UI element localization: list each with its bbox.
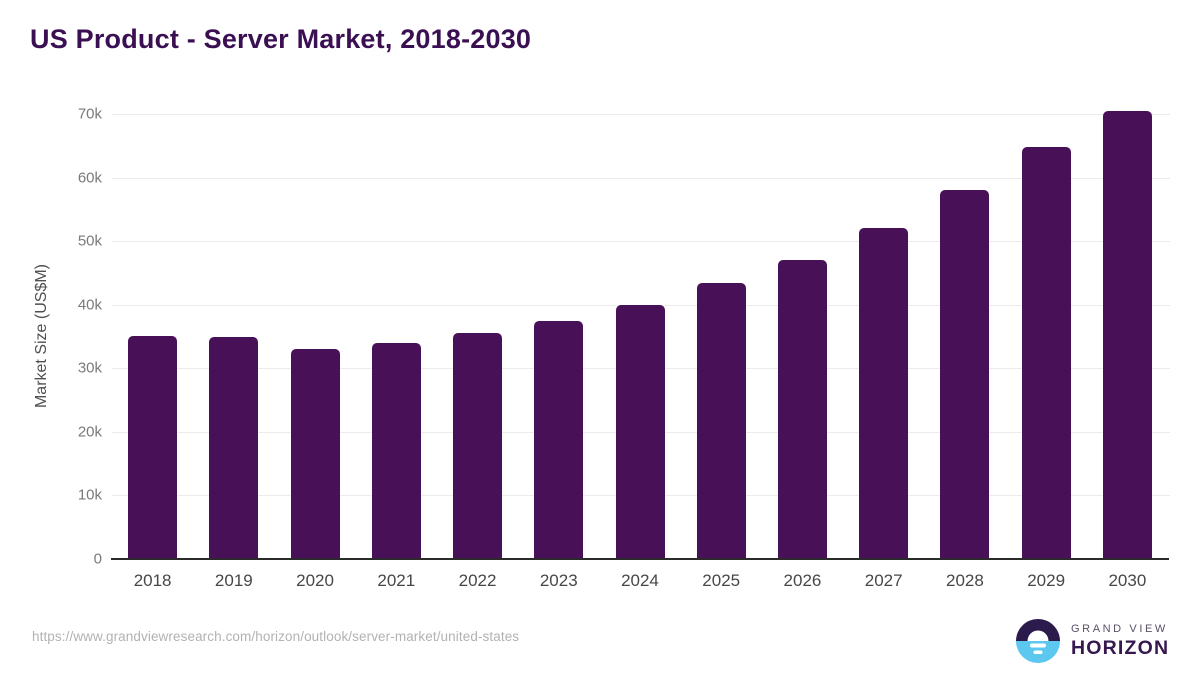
bar-2026 [777,260,827,559]
gridline-70k [112,114,1170,115]
gridline-50k [112,241,1170,243]
bar-2022 [453,333,503,559]
x-tick-label-2021: 2021 [377,571,416,590]
x-axis-line [111,558,1169,560]
bar-2021 [371,342,421,559]
plot-area: 0 10k 20k 30k 40k 50k 60k 70k 2018 2019 2020 2021 20… [78,106,1170,590]
bar-2029 [1021,147,1071,559]
y-tick-label-40k: 40k [77,296,102,314]
bar-2028 [940,190,990,559]
bar-2024 [615,304,665,559]
y-tick-label-10k: 10k [77,486,102,504]
bar-2023 [534,320,584,559]
x-tick-label-2023: 2023 [539,571,578,590]
bar-2019 [209,337,259,559]
bar-2030 [1102,111,1152,559]
x-tick-label-2028: 2028 [945,571,984,590]
x-tick-label-2025: 2025 [702,571,741,590]
bar-2025 [696,283,746,559]
bar-2027 [859,227,909,559]
chart-title: US Product - Server Market, 2018-2030 [30,24,532,54]
bar-2020 [290,349,340,559]
y-tick-label-60k: 60k [77,169,102,187]
brand-logo: GRAND VIEW HORIZON [1016,619,1169,663]
x-tick-label-2029: 2029 [1027,571,1066,590]
y-tick-label-20k: 20k [77,423,102,441]
x-tick-label-2027: 2027 [864,571,903,590]
x-tick-label-2030: 2030 [1108,571,1147,590]
y-tick-label-0: 0 [93,550,102,568]
x-tick-label-2022: 2022 [458,571,497,590]
y-tick-label-70k: 70k [77,105,102,123]
horizon-sunrise-icon [1016,619,1060,663]
gridline-60k [112,177,1170,179]
brand-text: GRAND VIEW HORIZON [1071,623,1169,660]
y-axis-title: Market Size (US$M) [33,263,50,409]
bar-2018 [128,335,178,559]
brand-name-bottom: HORIZON [1071,636,1170,659]
x-tick-label-2018: 2018 [133,571,172,590]
x-tick-label-2024: 2024 [621,571,659,590]
x-tick-label-2026: 2026 [783,571,822,590]
source-url: https://www.grandviewresearch.com/horizo… [32,629,520,644]
x-tick-label-2020: 2020 [296,571,334,590]
y-tick-label-30k: 30k [77,359,102,377]
x-tick-label-2019: 2019 [214,571,253,590]
y-tick-label-50k: 50k [77,232,102,250]
brand-name-top: GRAND VIEW [1071,622,1168,635]
